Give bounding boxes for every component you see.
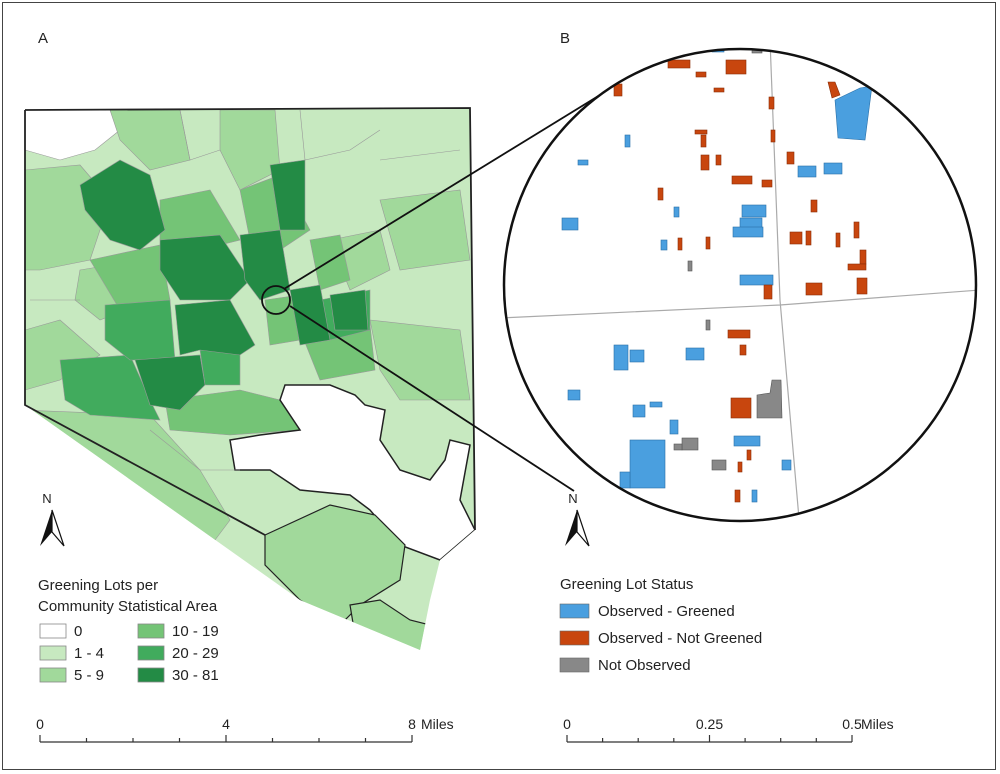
scale-b-tick-1: 0.25 xyxy=(696,716,723,732)
north-arrow-a: N xyxy=(40,491,65,547)
inset-map xyxy=(502,47,978,523)
legend-a: Greening Lots per Community Statistical … xyxy=(38,577,219,684)
legend-b-label: Not Observed xyxy=(598,657,691,674)
legend-a-swatch xyxy=(137,645,165,661)
scale-b-tick-2: 0.5 xyxy=(842,716,862,732)
zoom-locator-circle xyxy=(261,285,291,315)
legend-a-swatch xyxy=(137,623,165,639)
inset-circle-border xyxy=(502,47,978,523)
csa-class-30-81 xyxy=(239,229,291,301)
legend-a-label: 5 - 9 xyxy=(74,667,104,684)
csa-class-30-81 xyxy=(289,284,331,346)
panel-b-label: B xyxy=(560,30,570,47)
legend-b-item: Observed - Greened xyxy=(559,603,735,620)
legend-a-label: 1 - 4 xyxy=(74,645,104,662)
harbor-water xyxy=(229,384,475,561)
scale-b-tick-0: 0 xyxy=(563,716,571,732)
legend-a-item: 20 - 29 xyxy=(137,645,219,662)
csa-class-5-9 xyxy=(219,109,281,191)
legend-a-items: 0 1 - 4 5 - 9 10 - 19 20 - 29 30 - 81 xyxy=(39,623,219,684)
legend-b-swatch xyxy=(559,603,590,619)
legend-a-title-line2: Community Statistical Area xyxy=(38,598,218,615)
scale-a-tick-1: 4 xyxy=(222,716,230,732)
scale-bar-a: 0 4 8 Miles xyxy=(36,716,454,743)
csa-class-30-81 xyxy=(134,354,206,411)
legend-b-swatch xyxy=(559,630,590,646)
lots-not-greened xyxy=(613,59,868,503)
legend-b-items: Observed - Greened Observed - Not Greened… xyxy=(559,603,762,674)
legend-b-item: Observed - Not Greened xyxy=(559,630,762,647)
csa-class-5-9 xyxy=(379,189,471,271)
north-arrow-b-label: N xyxy=(568,491,577,506)
legend-a-swatch xyxy=(137,667,165,683)
csa-class-30-81 xyxy=(329,289,369,331)
legend-a-swatch xyxy=(39,645,67,661)
csa-class-30-81 xyxy=(174,299,256,356)
legend-a-swatch xyxy=(39,667,67,683)
legend-a-swatch xyxy=(39,623,67,639)
scale-a-tick-0: 0 xyxy=(36,716,44,732)
zoom-connector-line xyxy=(283,86,614,290)
legend-a-label: 20 - 29 xyxy=(172,645,219,662)
legend-a-label: 30 - 81 xyxy=(172,667,219,684)
scale-bar-b: 0 0.25 0.5 Miles xyxy=(563,716,894,743)
legend-b-label: Observed - Greened xyxy=(598,603,735,620)
legend-a-title-line1: Greening Lots per xyxy=(38,577,158,594)
legend-a-item: 0 xyxy=(39,623,82,640)
legend-b: Greening Lot Status Observed - GreenedOb… xyxy=(559,576,762,674)
street-lines xyxy=(504,49,976,521)
north-arrow-b: N xyxy=(565,491,590,547)
panel-a-label: A xyxy=(38,30,48,47)
legend-b-label: Observed - Not Greened xyxy=(598,630,762,647)
csa-class-5-9 xyxy=(264,504,406,626)
csa-class-10-19 xyxy=(309,234,351,291)
scale-b-unit: Miles xyxy=(861,716,894,732)
legend-a-label: 10 - 19 xyxy=(172,623,219,640)
legend-b-item: Not Observed xyxy=(559,657,691,674)
legend-a-label: 0 xyxy=(74,623,82,640)
lots-greened xyxy=(561,49,873,503)
legend-a-item: 30 - 81 xyxy=(137,667,219,684)
scale-a-unit: Miles xyxy=(421,716,454,732)
north-arrow-a-label: N xyxy=(42,491,51,506)
scale-a-tick-2: 8 xyxy=(408,716,416,732)
csa-class-30-81 xyxy=(269,159,306,231)
legend-b-swatch xyxy=(559,657,590,673)
legend-a-item: 1 - 4 xyxy=(39,645,104,662)
csa-class-30-81 xyxy=(79,159,166,251)
zoom-connector-line xyxy=(289,305,575,492)
lots-not-observed xyxy=(673,49,783,471)
legend-a-item: 5 - 9 xyxy=(39,667,104,684)
legend-a-item: 10 - 19 xyxy=(137,623,219,640)
legend-b-title: Greening Lot Status xyxy=(560,576,693,593)
